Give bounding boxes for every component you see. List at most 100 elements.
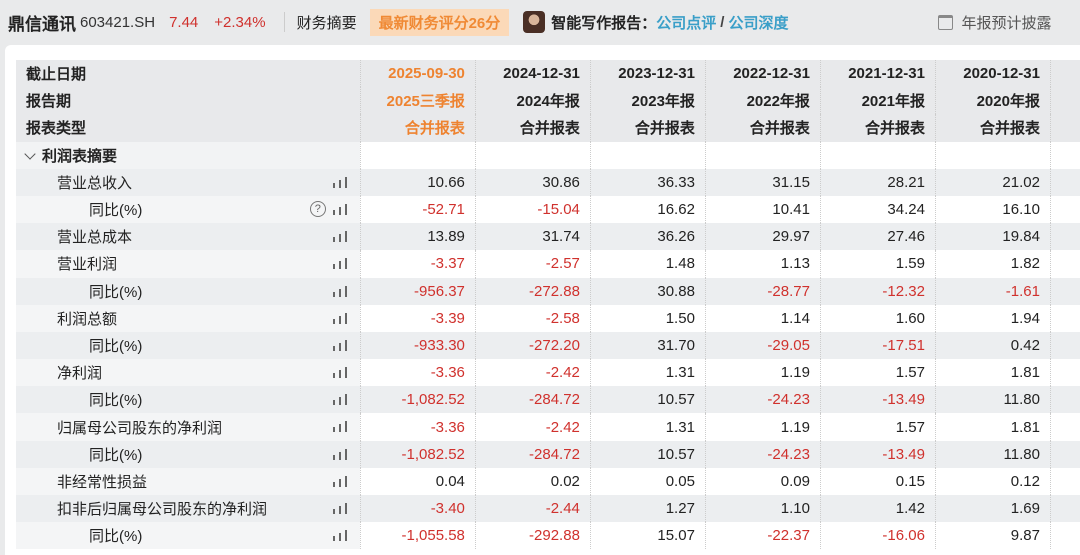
bar-chart-icon[interactable] xyxy=(332,203,348,215)
header-label: 截止日期 xyxy=(16,60,361,88)
value-cell: 21.02 xyxy=(934,168,1051,196)
value-cell: -3.36 xyxy=(359,359,476,387)
value-cell: 36.33 xyxy=(589,168,706,196)
value-cell: -2.42 xyxy=(474,413,591,441)
header-cell: 合并报表 xyxy=(934,114,1051,142)
bar-chart-icon[interactable] xyxy=(332,285,348,297)
value-cell: 1.31 xyxy=(589,413,706,441)
table-row: 营业总成本 13.89 31.74 36.26 29.97 27.46 19.84 xyxy=(16,223,1080,251)
value-cell: 31.74 xyxy=(474,223,591,251)
table-row: 净利润 -3.36 -2.42 1.31 1.19 1.57 1.81 xyxy=(16,359,1080,387)
value-cell: -2.42 xyxy=(474,359,591,387)
value-cell: 1.94 xyxy=(934,304,1051,332)
bar-chart-icon[interactable] xyxy=(332,312,348,324)
value-cell: 30.86 xyxy=(474,168,591,196)
table-row: 营业利润 -3.37 -2.57 1.48 1.13 1.59 1.82 xyxy=(16,250,1080,278)
value-cell: 27.46 xyxy=(819,223,936,251)
value-cell: 0.15 xyxy=(819,467,936,495)
bar-chart-icon[interactable] xyxy=(332,421,348,433)
row-label: 非经常性损益 xyxy=(57,473,148,491)
table-row: 归属母公司股东的净利润 -3.36 -2.42 1.31 1.19 1.57 1.81 xyxy=(16,413,1080,441)
stock-change: +2.34% xyxy=(214,13,266,31)
row-label: 同比(%) xyxy=(89,202,143,220)
bar-chart-icon[interactable] xyxy=(332,475,348,487)
header-cell: 2025三季报 xyxy=(359,87,476,115)
value-cell: 1.50 xyxy=(589,304,706,332)
value-cell: 16.62 xyxy=(589,195,706,224)
value-cell: -2.57 xyxy=(474,250,591,278)
value-cell: 1.81 xyxy=(934,413,1051,441)
value-cell: -12.32 xyxy=(819,277,936,305)
value-cell: 0.42 xyxy=(934,331,1051,360)
bar-chart-icon[interactable] xyxy=(332,367,348,379)
row-label: 同比(%) xyxy=(89,392,143,410)
value-cell: 1.13 xyxy=(704,250,821,278)
value-cell: -3.39 xyxy=(359,304,476,332)
value-cell: -3.37 xyxy=(359,250,476,278)
bar-chart-icon[interactable] xyxy=(332,530,348,542)
value-cell: -3.40 xyxy=(359,495,476,523)
stock-name: 鼎信通讯 xyxy=(8,14,76,34)
value-cell: 16.10 xyxy=(934,195,1051,224)
score-badge[interactable]: 最新财务评分26分 xyxy=(369,8,510,36)
value-cell: -24.23 xyxy=(704,386,821,414)
row-label: 同比(%) xyxy=(89,337,143,355)
table-row: 同比(%) -956.37 -272.88 30.88 -28.77 -12.32 -1.6… xyxy=(16,277,1080,305)
value-cell: 1.69 xyxy=(934,495,1051,523)
table-row: 利润总额 -3.39 -2.58 1.50 1.14 1.60 1.94 xyxy=(16,304,1080,332)
bar-chart-icon[interactable] xyxy=(332,448,348,460)
row-label: 同比(%) xyxy=(89,528,143,546)
value-cell: 13.89 xyxy=(359,223,476,251)
header-cell: 2020-12-31 xyxy=(934,60,1051,88)
link-separator: / xyxy=(720,13,725,31)
tab-financial-summary[interactable]: 财务摘要 xyxy=(296,14,357,32)
value-cell: 0.04 xyxy=(359,467,476,495)
value-cell: 1.42 xyxy=(819,495,936,523)
annual-report-forecast[interactable]: 年报预计披露 xyxy=(961,14,1052,32)
value-cell: -272.20 xyxy=(474,331,591,360)
financial-table: 截止日期 2025-09-30 2024-12-31 2023-12-31 2022-1… xyxy=(16,60,1080,550)
value-cell: -1,082.52 xyxy=(359,440,476,468)
stock-header: 鼎信通讯 603421.SH 7.44 +2.34% 财务摘要 最新财务评分26… xyxy=(0,0,1080,44)
value-cell: -22.37 xyxy=(704,522,821,550)
header-cell: 2024-12-31 xyxy=(474,60,591,88)
header-label: 报告期 xyxy=(16,87,361,115)
value-cell: -956.37 xyxy=(359,277,476,305)
bar-chart-icon[interactable] xyxy=(332,394,348,406)
section-title: 利润表摘要 xyxy=(42,147,118,165)
section-row[interactable]: 利润表摘要 xyxy=(16,141,1080,169)
value-cell: 1.48 xyxy=(589,250,706,278)
avatar xyxy=(523,11,546,33)
table-row: 非经常性损益 0.04 0.02 0.05 0.09 0.15 0.12 xyxy=(16,467,1080,495)
value-cell: 1.57 xyxy=(819,413,936,441)
value-cell: 0.02 xyxy=(474,467,591,495)
header-row: 报告期 2025三季报 2024年报 2023年报 2022年报 2021年报 2020年报 xyxy=(16,87,1080,115)
bar-chart-icon[interactable] xyxy=(332,339,348,351)
bar-chart-icon[interactable] xyxy=(332,503,348,514)
value-cell: -29.05 xyxy=(704,331,821,360)
header-cell: 合并报表 xyxy=(589,114,706,142)
value-cell: -272.88 xyxy=(474,277,591,305)
header-label: 报表类型 xyxy=(16,114,361,142)
bar-chart-icon[interactable] xyxy=(332,258,348,270)
company-depth-link[interactable]: 公司深度 xyxy=(728,14,789,32)
table-row: 同比(%) -933.30 -272.20 31.70 -29.05 -17.51 0.42 xyxy=(16,331,1080,360)
value-cell: 31.70 xyxy=(589,331,706,360)
value-cell: 11.80 xyxy=(934,386,1051,414)
table-row: 同比(%) -1,082.52 -284.72 10.57 -24.23 -13.49 11… xyxy=(16,386,1080,414)
value-cell: 9.87 xyxy=(934,522,1051,550)
row-label: 营业总收入 xyxy=(57,174,133,192)
help-icon[interactable]: ? xyxy=(309,200,326,217)
table-row: 营业总收入 10.66 30.86 36.33 31.15 28.21 21.02 xyxy=(16,168,1080,196)
chevron-down-icon[interactable] xyxy=(24,147,36,160)
company-review-link[interactable]: 公司点评 xyxy=(656,14,717,32)
bar-chart-icon[interactable] xyxy=(332,231,348,243)
header-cell: 2023-12-31 xyxy=(589,60,706,88)
value-cell: 28.21 xyxy=(819,168,936,196)
table-row: 同比(%)? -52.71 -15.04 16.62 10.41 34.24 16.10 xyxy=(16,195,1080,224)
bar-chart-icon[interactable] xyxy=(332,176,348,188)
value-cell: 1.57 xyxy=(819,359,936,387)
stock-price: 7.44 xyxy=(169,13,199,31)
value-cell: -3.36 xyxy=(359,413,476,441)
value-cell: 10.66 xyxy=(359,168,476,196)
